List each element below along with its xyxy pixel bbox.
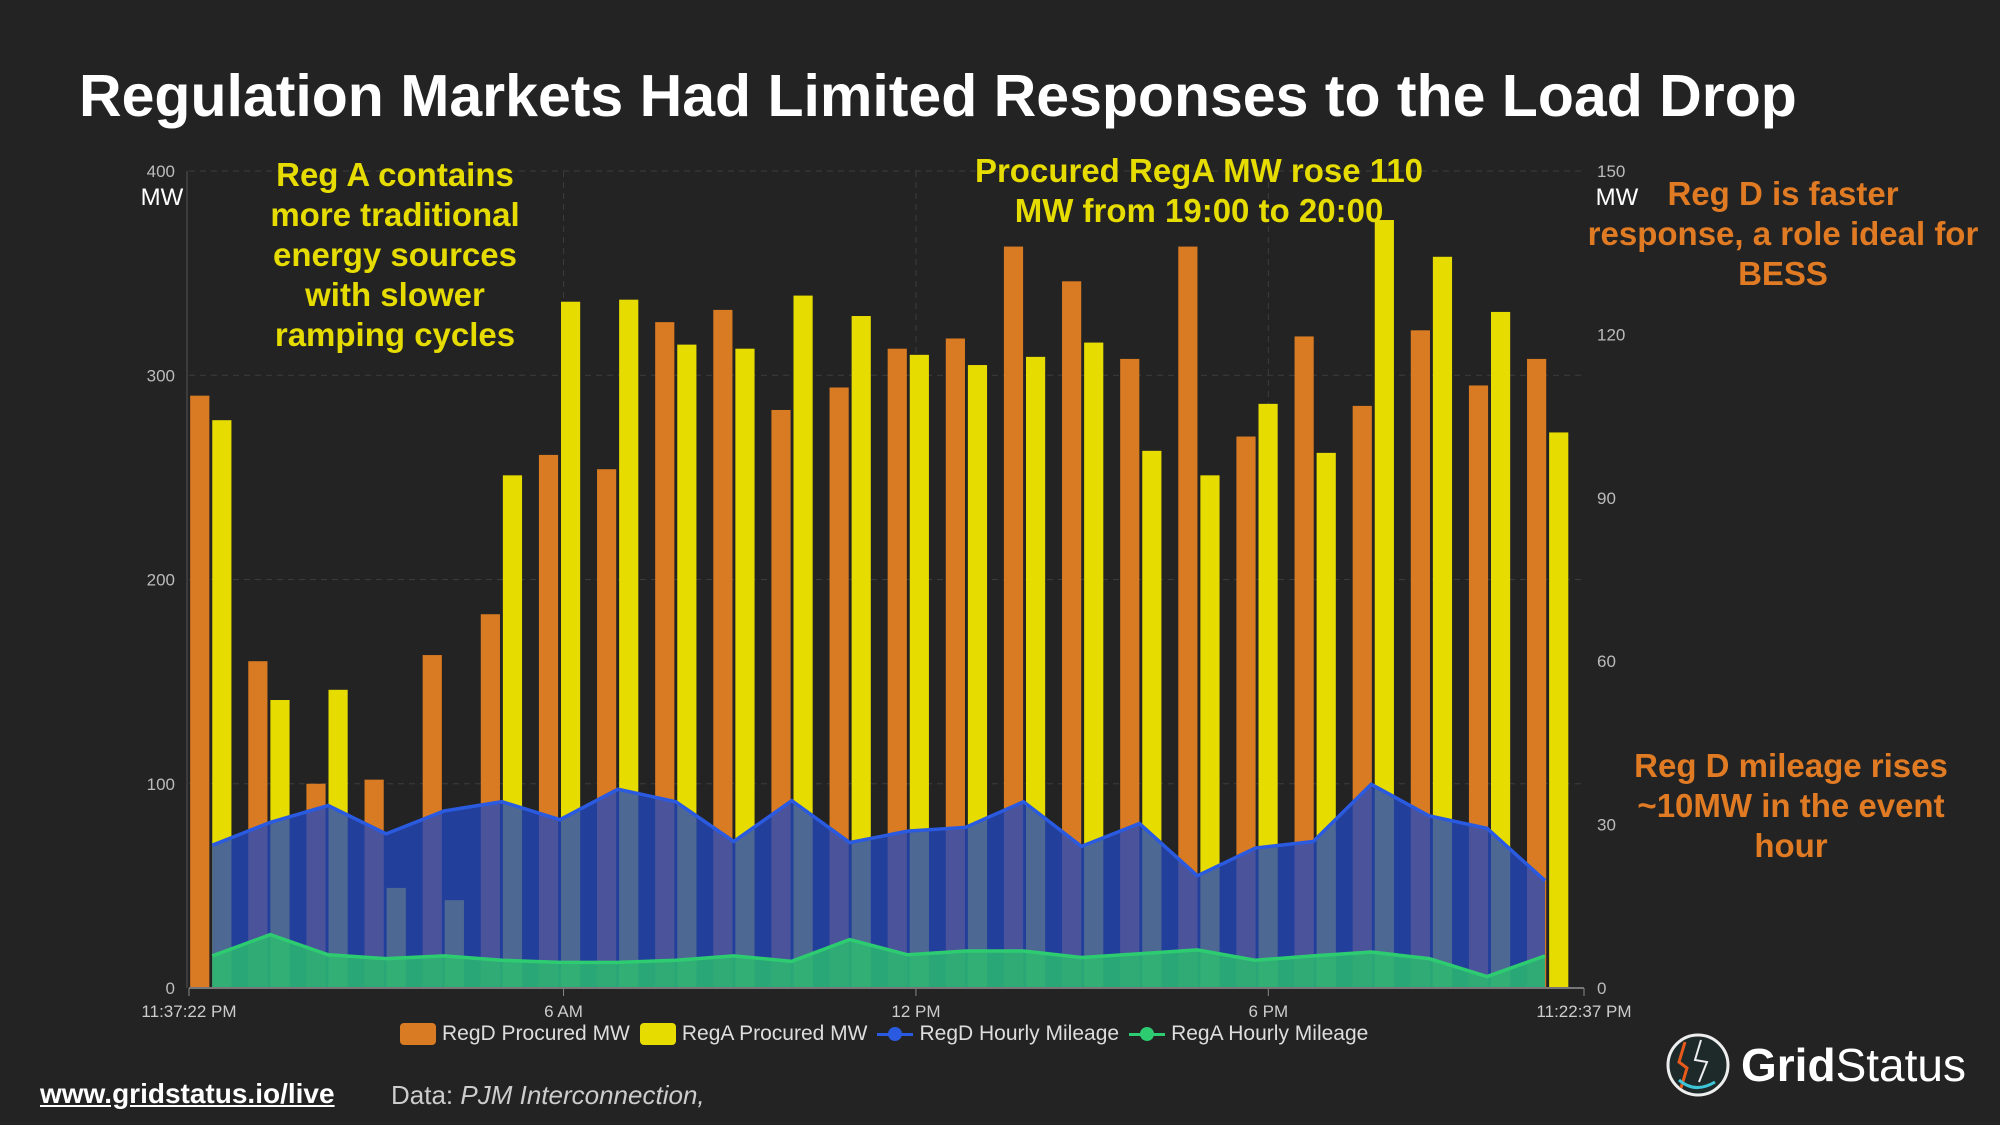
legend-label: RegD Procured MW bbox=[442, 1022, 630, 1045]
rega-procured-bar bbox=[851, 316, 871, 989]
right-axis-tick-label: 90 bbox=[1597, 489, 1616, 508]
regd-mileage-annotation: Reg D mileage rises ~10MW in the event h… bbox=[1634, 747, 1948, 864]
right-axis-unit: MW bbox=[1596, 184, 1639, 211]
rega-annotation: Reg A contains more traditional energy s… bbox=[270, 156, 520, 353]
legend-swatch bbox=[639, 1023, 676, 1045]
regd-fast-annotation: Reg D is faster response, a role ideal f… bbox=[1587, 175, 1979, 292]
rega-procured-bar bbox=[1491, 311, 1511, 988]
regd-procured-bar bbox=[1062, 281, 1082, 988]
rega-mileage-area bbox=[212, 934, 1546, 988]
regd-mileage-area bbox=[212, 784, 1546, 988]
regd-procured-bar bbox=[1178, 246, 1198, 988]
legend-label: RegD Hourly Mileage bbox=[919, 1022, 1120, 1045]
left-axis-tick-label: 300 bbox=[147, 366, 175, 385]
x-axis-tick-label: 11:37:22 PM bbox=[141, 1002, 236, 1021]
gridstatus-link[interactable]: www.gridstatus.io/live bbox=[40, 1078, 335, 1109]
right-axis-tick-label: 60 bbox=[1597, 652, 1616, 671]
logo-text: GridStatus bbox=[1741, 1038, 1966, 1092]
x-axis-tick-label: 12 PM bbox=[891, 1002, 940, 1021]
legend-swatch bbox=[877, 1023, 914, 1045]
logo-word-grid: Grid bbox=[1741, 1039, 1836, 1091]
rega-mileage-line bbox=[211, 932, 1546, 979]
regd-procured-bar bbox=[945, 338, 965, 988]
logo-word-status: Status bbox=[1835, 1039, 1966, 1091]
regd-procured-bar bbox=[190, 395, 210, 988]
legend-regd-mileage[interactable]: RegD Hourly Mileage bbox=[877, 1022, 1119, 1046]
legend-label: RegA Procured MW bbox=[681, 1022, 868, 1045]
right-axis-tick-label: 120 bbox=[1597, 325, 1625, 344]
gridstatus-logo: GridStatus bbox=[1665, 1032, 1966, 1098]
procured-annotation: Procured RegA MW rose 110 MW from 19:00 … bbox=[974, 152, 1424, 229]
regd-procured-bar bbox=[887, 348, 907, 988]
rega-procured-bar bbox=[1258, 403, 1278, 989]
right-axis-tick-label: 0 bbox=[1597, 979, 1606, 998]
left-axis-tick-label: 200 bbox=[147, 571, 175, 590]
right-axis-tick-label: 150 bbox=[1597, 162, 1625, 181]
legend-label: RegA Hourly Mileage bbox=[1171, 1022, 1369, 1045]
regd-procured-bar bbox=[1294, 336, 1314, 988]
rega-procured-bar bbox=[1432, 256, 1453, 988]
regd-procured-bar bbox=[713, 309, 733, 988]
rega-procured-bar bbox=[1549, 432, 1569, 988]
rega-procured-bar bbox=[1200, 475, 1220, 988]
left-axis-tick-label: 400 bbox=[147, 162, 175, 181]
areas bbox=[211, 782, 1547, 988]
legend-rega-procured[interactable]: RegA Procured MW bbox=[639, 1022, 868, 1046]
logo-icon bbox=[1666, 1033, 1730, 1097]
left-axis-tick-label: 100 bbox=[147, 775, 175, 794]
regd-mileage-line bbox=[211, 782, 1547, 882]
legend-rega-mileage[interactable]: RegA Hourly Mileage bbox=[1129, 1022, 1368, 1046]
right-axis-tick-label: 30 bbox=[1597, 816, 1616, 835]
source-name: PJM Interconnection, bbox=[460, 1080, 705, 1110]
legend-swatch bbox=[400, 1023, 436, 1045]
legend-regd-procured[interactable]: RegD Procured MW bbox=[400, 1022, 630, 1046]
x-axis-tick-label: 6 PM bbox=[1248, 1002, 1288, 1021]
legend: RegD Procured MW RegA Procured MW RegD H… bbox=[400, 1022, 1368, 1046]
left-axis-unit: MW bbox=[141, 184, 184, 211]
source-label: Data: bbox=[391, 1080, 454, 1110]
axes: 0 100 200 300 400 0 30 60 90 120 150 MW MW 11:37:22 P… bbox=[141, 162, 1639, 1021]
left-axis-tick-label: 0 bbox=[166, 979, 175, 998]
x-axis-tick-label: 11:22:37 PM bbox=[1536, 1002, 1631, 1021]
regd-procured-bar bbox=[1527, 358, 1547, 988]
data-source: Data: PJM Interconnection, bbox=[391, 1080, 705, 1111]
chart-title: Regulation Markets Had Limited Responses… bbox=[79, 63, 1797, 129]
x-axis-tick-label: 6 AM bbox=[544, 1002, 583, 1021]
rega-procured-bar bbox=[1084, 342, 1104, 988]
legend-swatch bbox=[1129, 1023, 1166, 1045]
